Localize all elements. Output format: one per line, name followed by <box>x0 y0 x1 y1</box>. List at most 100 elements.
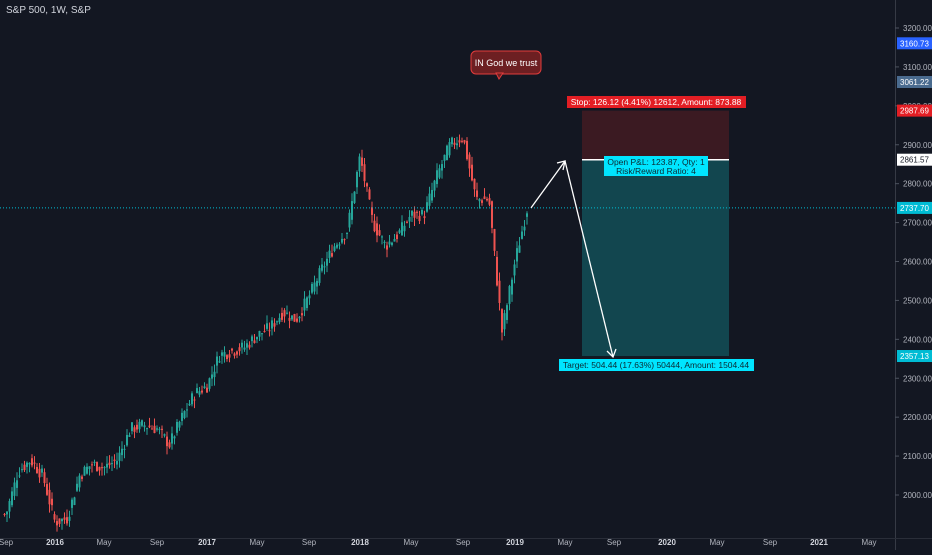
candle <box>313 275 316 295</box>
candle <box>101 462 103 476</box>
candle-body <box>278 317 281 323</box>
candle-body <box>266 323 268 329</box>
candle-body <box>273 323 276 327</box>
candle-body <box>41 468 43 473</box>
candle <box>411 210 413 223</box>
candle <box>408 210 411 229</box>
candle-body <box>393 239 396 242</box>
stop-zone[interactable] <box>582 110 729 160</box>
candle-body <box>221 352 223 356</box>
candle-body <box>508 286 511 304</box>
x-tick-label: Sep <box>456 538 471 547</box>
x-tick-label: May <box>861 538 876 547</box>
candle <box>248 341 251 350</box>
candle <box>521 225 523 240</box>
x-tick-label: 2018 <box>351 538 369 547</box>
candle <box>228 350 231 363</box>
candle <box>206 383 208 393</box>
price-tag <box>897 153 932 166</box>
candle-body <box>436 170 438 185</box>
candle <box>483 188 486 200</box>
candle-body <box>308 295 311 299</box>
candle <box>428 186 431 210</box>
candle <box>208 377 211 392</box>
candle <box>181 408 183 426</box>
forecast-arrow-down[interactable] <box>564 160 614 358</box>
candle-body <box>426 202 428 212</box>
candle-body <box>206 387 208 393</box>
candle-body <box>383 241 386 244</box>
candle <box>388 235 391 248</box>
candle-body <box>486 198 488 201</box>
candle-body <box>361 157 363 166</box>
x-tick-label: 2020 <box>658 538 676 547</box>
candle-body <box>293 313 296 322</box>
candle <box>438 164 441 180</box>
candle <box>76 476 78 492</box>
x-tick-label: Sep <box>302 538 317 547</box>
candle <box>506 303 508 324</box>
candle <box>136 419 138 433</box>
candle <box>158 426 161 435</box>
candle-body <box>441 164 443 171</box>
candle-body <box>291 315 293 320</box>
candle-body <box>403 225 406 232</box>
candle <box>53 511 56 523</box>
candle <box>223 346 226 363</box>
candle-body <box>158 428 161 430</box>
candle <box>501 308 503 341</box>
candle <box>98 466 101 476</box>
candle-body <box>388 241 391 245</box>
candle-body <box>496 256 498 286</box>
candle-body <box>376 223 378 236</box>
candle <box>93 459 96 467</box>
candle <box>453 138 456 150</box>
candle-body <box>371 207 373 215</box>
candle <box>518 236 521 253</box>
candle <box>378 224 381 237</box>
candle-body <box>328 250 331 258</box>
candle-body <box>451 137 453 145</box>
candle <box>178 420 181 431</box>
candle <box>138 418 141 433</box>
candle <box>21 463 23 473</box>
candle <box>148 417 151 429</box>
candle-body <box>378 230 381 236</box>
candle <box>141 419 143 428</box>
candle-body <box>398 230 401 233</box>
candle <box>31 454 33 468</box>
candle <box>348 209 351 232</box>
candle <box>446 144 448 161</box>
forecast-arrow-up[interactable] <box>530 160 566 209</box>
candle-body <box>418 215 421 222</box>
candle-body <box>21 469 23 471</box>
target-zone[interactable] <box>582 159 729 357</box>
price-tag <box>897 350 932 363</box>
callout-bubble[interactable]: IN God we trust <box>470 50 542 80</box>
candle <box>68 510 71 527</box>
candle <box>343 238 346 245</box>
candle-body <box>463 140 466 143</box>
candle <box>146 427 148 435</box>
candle-body <box>153 425 156 434</box>
candle <box>436 163 438 188</box>
candle <box>468 152 471 177</box>
candle <box>491 200 493 234</box>
candle <box>478 198 481 209</box>
x-tick-label: 2019 <box>506 538 524 547</box>
candle <box>291 315 293 321</box>
candle <box>66 509 68 526</box>
candle-body <box>373 220 376 232</box>
candle <box>336 242 338 250</box>
candle <box>516 241 518 269</box>
candle-body <box>348 212 351 228</box>
candle-body <box>28 462 31 465</box>
candle-body <box>108 462 111 466</box>
candle-body <box>23 464 26 471</box>
candle-body <box>381 236 383 238</box>
candle <box>326 251 328 273</box>
candle <box>218 355 221 363</box>
price-axis[interactable] <box>895 0 932 550</box>
